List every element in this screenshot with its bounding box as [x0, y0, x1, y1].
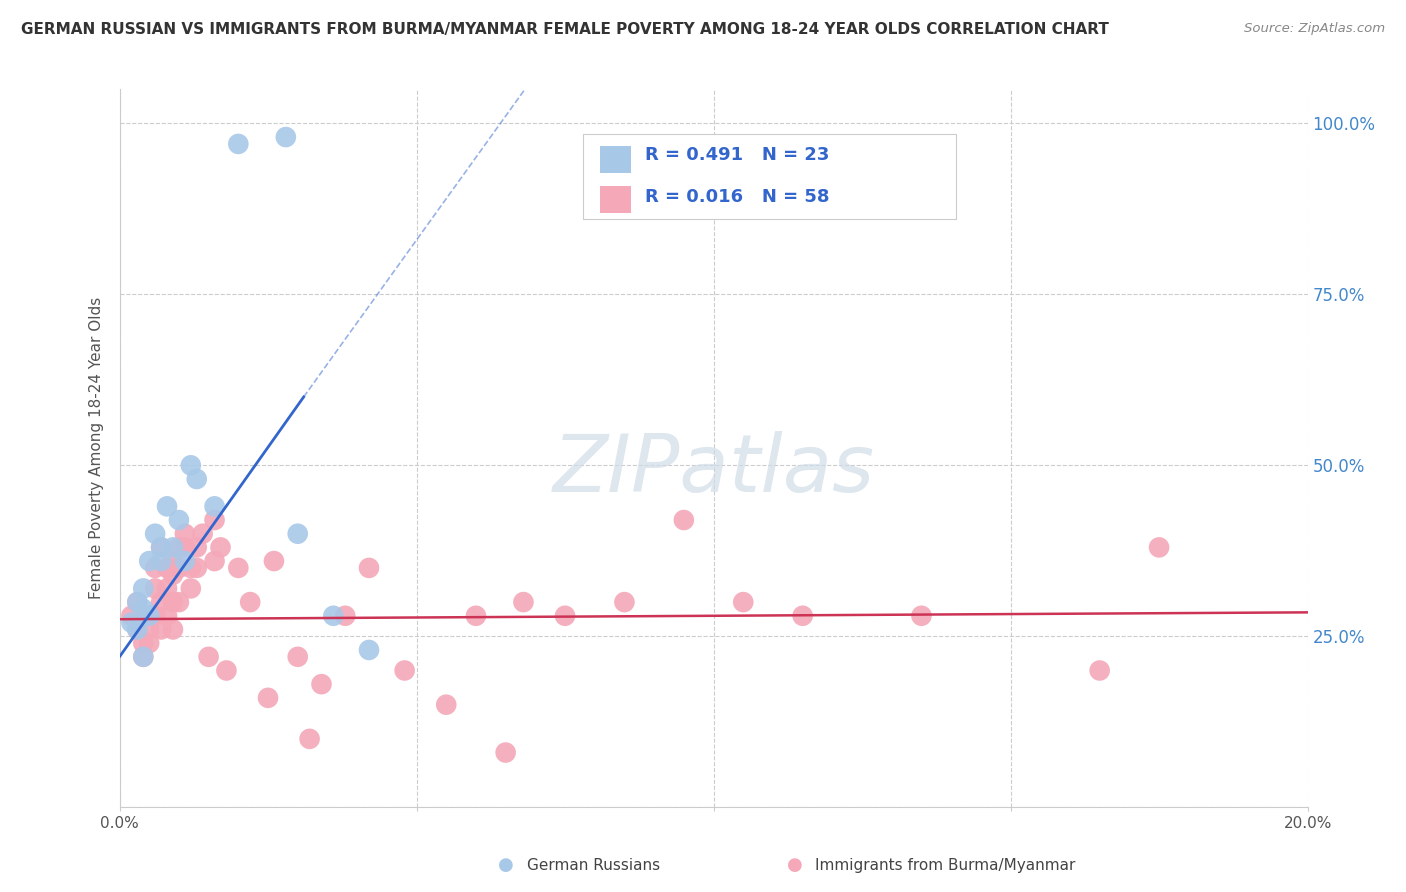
Point — [138, 636, 160, 650]
Point — [263, 554, 285, 568]
Point — [132, 649, 155, 664]
Text: German Russians: German Russians — [527, 858, 661, 872]
Point — [394, 664, 416, 678]
Point — [143, 561, 166, 575]
Point — [1147, 541, 1170, 555]
Point — [162, 554, 184, 568]
Point — [162, 623, 184, 637]
Point — [204, 500, 226, 514]
Point — [150, 623, 173, 637]
Point — [132, 649, 155, 664]
Point — [357, 561, 380, 575]
Y-axis label: Female Poverty Among 18-24 Year Olds: Female Poverty Among 18-24 Year Olds — [89, 297, 104, 599]
Point — [127, 623, 149, 637]
Point — [434, 698, 457, 712]
Point — [287, 526, 309, 541]
Point — [239, 595, 262, 609]
Text: Immigrants from Burma/Myanmar: Immigrants from Burma/Myanmar — [815, 858, 1076, 872]
Point — [156, 582, 179, 596]
Point — [204, 513, 226, 527]
Point — [204, 554, 226, 568]
Text: ●: ● — [498, 856, 515, 874]
Point — [156, 500, 179, 514]
Text: GERMAN RUSSIAN VS IMMIGRANTS FROM BURMA/MYANMAR FEMALE POVERTY AMONG 18-24 YEAR : GERMAN RUSSIAN VS IMMIGRANTS FROM BURMA/… — [21, 22, 1109, 37]
Point — [792, 608, 814, 623]
Point — [120, 615, 142, 630]
Point — [613, 595, 636, 609]
Point — [186, 541, 208, 555]
Text: ●: ● — [786, 856, 803, 874]
Point — [173, 554, 195, 568]
Point — [672, 513, 695, 527]
Point — [138, 608, 160, 623]
Point — [143, 526, 166, 541]
Point — [191, 526, 214, 541]
Point — [464, 608, 486, 623]
Point — [257, 690, 280, 705]
Point — [120, 608, 142, 623]
Point — [156, 561, 179, 575]
Point — [186, 561, 208, 575]
Point — [138, 608, 160, 623]
Point — [495, 746, 517, 760]
Point — [228, 136, 250, 151]
Point — [143, 582, 166, 596]
Point — [733, 595, 755, 609]
Point — [554, 608, 576, 623]
Point — [167, 561, 190, 575]
Point — [127, 595, 149, 609]
Point — [335, 608, 357, 623]
Text: R = 0.491   N = 23: R = 0.491 N = 23 — [645, 146, 830, 164]
Point — [138, 623, 160, 637]
Point — [1088, 664, 1111, 678]
Point — [357, 643, 380, 657]
Point — [209, 541, 232, 555]
Point — [197, 649, 219, 664]
Point — [156, 608, 179, 623]
Point — [311, 677, 333, 691]
Point — [215, 664, 238, 678]
Point — [180, 561, 202, 575]
Point — [150, 554, 173, 568]
Point — [173, 526, 195, 541]
Text: R = 0.016   N = 58: R = 0.016 N = 58 — [645, 188, 830, 206]
Point — [322, 608, 344, 623]
Point — [127, 623, 149, 637]
Point — [228, 561, 250, 575]
Point — [132, 582, 155, 596]
Point — [180, 582, 202, 596]
Text: Source: ZipAtlas.com: Source: ZipAtlas.com — [1244, 22, 1385, 36]
Point — [186, 472, 208, 486]
Point — [173, 541, 195, 555]
Point — [512, 595, 534, 609]
Point — [150, 595, 173, 609]
Point — [150, 541, 173, 555]
Point — [162, 567, 184, 582]
Point — [162, 541, 184, 555]
Point — [287, 649, 309, 664]
Point — [167, 541, 190, 555]
Point — [274, 130, 297, 145]
Point — [150, 541, 173, 555]
Point — [167, 513, 190, 527]
Point — [162, 595, 184, 609]
Point — [132, 602, 155, 616]
Point — [180, 458, 202, 473]
Point — [298, 731, 321, 746]
Point — [127, 595, 149, 609]
Point — [167, 595, 190, 609]
Point — [910, 608, 932, 623]
Point — [132, 636, 155, 650]
Point — [138, 554, 160, 568]
Text: ZIPatlas: ZIPatlas — [553, 431, 875, 508]
Point — [143, 608, 166, 623]
